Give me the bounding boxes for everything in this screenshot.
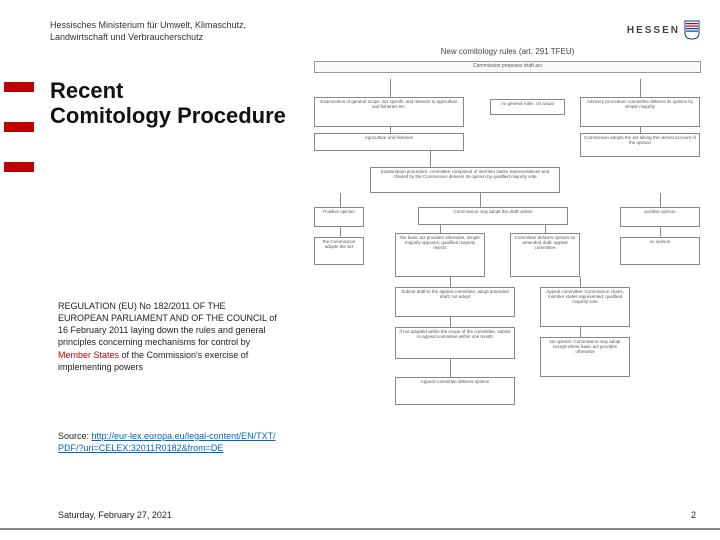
- flow-edge: [580, 277, 581, 287]
- flow-edge: [480, 193, 481, 207]
- flow-node: No opinion: Commission may adopt except …: [540, 337, 630, 377]
- flow-node: Agriculture and fisheries: [314, 133, 464, 151]
- flow-node: no opinion: [620, 237, 700, 265]
- regulation-pre: REGULATION (EU) No 182/2011 OF THE EUROP…: [58, 301, 277, 347]
- ministry-name: Hessisches Ministerium für Umwelt, Klima…: [50, 20, 246, 43]
- source-link[interactable]: http://eur-lex.europa.eu/legal-content/E…: [58, 431, 276, 453]
- flow-node: positive opinion: [620, 207, 700, 227]
- comitology-flowchart: New comitology rules (art. 291 TFEU) Com…: [310, 48, 705, 498]
- logo-text: HESSEN: [627, 25, 680, 36]
- flow-edge: [580, 327, 581, 337]
- flow-node: Commission adopts the act taking the utm…: [580, 133, 700, 157]
- hessen-crest-icon: [684, 20, 700, 40]
- flow-node: no general rules: cts usual: [490, 99, 565, 115]
- title-line1: Recent: [50, 78, 123, 103]
- flow-edge: [390, 79, 391, 97]
- source-block: Source: http://eur-lex.europa.eu/legal-c…: [58, 430, 278, 454]
- flow-node: the Commission adopts the act: [314, 237, 364, 265]
- footer-date: Saturday, February 27, 2021: [58, 510, 172, 520]
- chart-topbar: Commission proposes draft act: [314, 61, 701, 73]
- red-marker: [4, 162, 34, 172]
- flow-node: Positive opinion: [314, 207, 364, 227]
- flow-edge: [545, 225, 546, 233]
- regulation-text: REGULATION (EU) No 182/2011 OF THE EUROP…: [58, 300, 278, 373]
- flow-edge: [390, 127, 391, 133]
- ministry-line2: Landwirtschaft und Verbraucherschutz: [50, 32, 203, 42]
- flow-node: Examination of general scope, act specif…: [314, 97, 464, 127]
- logo: HESSEN: [627, 20, 700, 40]
- flow-edge: [660, 227, 661, 237]
- flow-edge: [340, 227, 341, 237]
- ministry-line1: Hessisches Ministerium für Umwelt, Klima…: [50, 20, 246, 30]
- flow-node: Submit draft to the appeal committee; ad…: [395, 287, 515, 317]
- footer-page: 2: [691, 510, 696, 520]
- flow-edge: [430, 151, 431, 167]
- flow-node: Appeal committee: Commission chairs, mem…: [540, 287, 630, 327]
- flow-edge: [450, 277, 451, 287]
- title-line2: Comitology Procedure: [50, 103, 286, 128]
- flow-node: Appeal committee delivers opinion: [395, 377, 515, 405]
- flow-edge: [660, 193, 661, 207]
- source-label: Source:: [58, 431, 92, 441]
- flow-node: Examination procedure: committee compose…: [370, 167, 560, 193]
- flow-edge: [340, 193, 341, 207]
- flow-node: Commission may adopt the draft unless: [418, 207, 568, 225]
- flow-edge: [440, 225, 441, 233]
- red-marker: [4, 122, 34, 132]
- header: Hessisches Ministerium für Umwelt, Klima…: [50, 20, 700, 43]
- flow-node: If not adopted within the scope of the c…: [395, 327, 515, 359]
- footer-rule: [0, 528, 720, 530]
- flow-edge: [640, 127, 641, 133]
- member-states-highlight: Member States: [58, 350, 119, 360]
- flow-edge: [640, 79, 641, 97]
- chart-title: New comitology rules (art. 291 TFEU): [310, 48, 705, 57]
- flow-node: Advisory procedure: committee delivers i…: [580, 97, 700, 127]
- page-title: Recent Comitology Procedure: [50, 78, 286, 129]
- flow-node: the basic act provides otherwise; simple…: [395, 233, 485, 277]
- flow-edge: [450, 317, 451, 327]
- red-marker: [4, 82, 34, 92]
- flow-edge: [450, 359, 451, 377]
- flow-node: Committee delivers opinion on amended dr…: [510, 233, 580, 277]
- chart-grid: Examination of general scope, act specif…: [310, 77, 705, 497]
